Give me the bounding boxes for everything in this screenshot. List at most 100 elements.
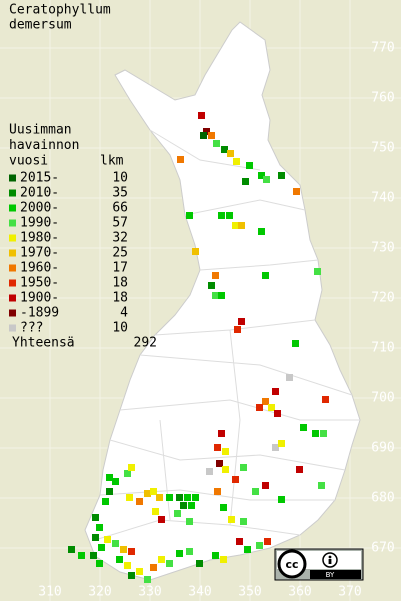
occurrence-square: [293, 188, 300, 195]
legend-label: 2010-: [20, 186, 59, 201]
occurrence-square: [200, 132, 207, 139]
occurrence-square: [126, 494, 133, 501]
legend-swatch: [9, 189, 16, 197]
occurrence-square: [192, 248, 199, 255]
occurrence-square: [104, 536, 111, 543]
license-badge: cc BY: [274, 548, 364, 581]
occurrence-square: [234, 326, 241, 333]
title: Ceratophyllum: [9, 3, 111, 18]
occurrence-square: [98, 544, 105, 551]
legend-swatch: [9, 324, 16, 332]
north-label: 750: [371, 141, 394, 156]
occurrence-square: [166, 494, 173, 501]
occurrence-square: [240, 518, 247, 525]
occurrence-square: [216, 460, 223, 467]
occurrence-square: [258, 228, 265, 235]
occurrence-square: [212, 292, 219, 299]
occurrence-square: [320, 430, 327, 437]
occurrence-square: [186, 548, 193, 555]
occurrence-square: [212, 552, 219, 559]
occurrence-square: [227, 150, 234, 157]
occurrence-square: [198, 112, 205, 119]
occurrence-square: [242, 178, 249, 185]
occurrences: [68, 112, 329, 583]
occurrence-square: [166, 560, 173, 567]
occurrence-square: [262, 272, 269, 279]
occurrence-square: [144, 490, 151, 497]
occurrence-square: [232, 222, 239, 229]
occurrence-square: [136, 498, 143, 505]
occurrence-square: [136, 568, 143, 575]
east-label: 310: [38, 585, 61, 600]
occurrence-square: [128, 548, 135, 555]
east-label: 320: [88, 585, 111, 600]
legend-count: 32: [112, 231, 128, 246]
occurrence-square: [186, 518, 193, 525]
north-label: 670: [371, 541, 394, 556]
occurrence-square: [240, 464, 247, 471]
occurrence-square: [176, 494, 183, 501]
legend-count: 18: [112, 276, 128, 291]
title: demersum: [9, 18, 72, 33]
legend-label: -1899: [20, 306, 59, 321]
occurrence-square: [226, 212, 233, 219]
east-label: 340: [188, 585, 211, 600]
north-label: 760: [371, 91, 394, 106]
occurrence-square: [238, 222, 245, 229]
cc-icon: cc: [285, 558, 298, 571]
legend-count-heading: lkm: [100, 154, 124, 169]
legend-count: 10: [112, 321, 128, 336]
occurrence-square: [222, 448, 229, 455]
occurrence-square: [312, 430, 319, 437]
occurrence-square: [222, 466, 229, 473]
legend-swatch: [9, 204, 16, 212]
legend-heading: Uusimman: [9, 123, 72, 138]
legend-heading: vuosi: [9, 154, 48, 169]
occurrence-square: [278, 172, 285, 179]
legend-count: 4: [120, 306, 128, 321]
occurrence-square: [102, 498, 109, 505]
occurrence-square: [208, 282, 215, 289]
occurrence-square: [264, 538, 271, 545]
legend-count: 57: [112, 216, 128, 231]
occurrence-square: [196, 560, 203, 567]
occurrence-square: [236, 538, 243, 545]
finland: [84, 21, 361, 581]
occurrence-square: [256, 404, 263, 411]
occurrence-square: [244, 546, 251, 553]
legend-heading: havainnon: [9, 138, 79, 153]
occurrence-square: [213, 140, 220, 147]
occurrence-square: [120, 546, 127, 553]
occurrence-square: [238, 318, 245, 325]
legend-label: 1990-: [20, 216, 59, 231]
legend-swatch: [9, 294, 16, 302]
occurrence-square: [208, 132, 215, 139]
north-label: 700: [371, 391, 394, 406]
occurrence-square: [124, 470, 131, 477]
occurrence-square: [156, 494, 163, 501]
occurrence-square: [152, 508, 159, 515]
legend-count: 25: [112, 246, 128, 261]
legend-label: 2015-: [20, 171, 59, 186]
occurrence-square: [218, 292, 225, 299]
occurrence-square: [286, 374, 293, 381]
legend-label: 1900-: [20, 291, 59, 306]
legend-swatch: [9, 219, 16, 227]
occurrence-square: [220, 556, 227, 563]
badge-bottom: [310, 570, 361, 579]
legend-count: 66: [112, 201, 128, 216]
occurrence-square: [218, 212, 225, 219]
occurrence-square: [278, 440, 285, 447]
north-label: 680: [371, 491, 394, 506]
occurrence-square: [177, 156, 184, 163]
occurrence-square: [256, 542, 263, 549]
occurrence-square: [116, 556, 123, 563]
occurrence-square: [318, 482, 325, 489]
occurrence-square: [186, 212, 193, 219]
occurrence-square: [203, 128, 210, 135]
occurrence-square: [92, 534, 99, 541]
occurrence-square: [128, 572, 135, 579]
occurrence-square: [214, 488, 221, 495]
north-label: 720: [371, 291, 394, 306]
